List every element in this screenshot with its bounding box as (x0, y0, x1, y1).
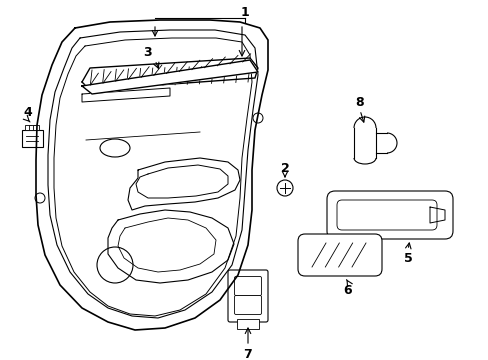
FancyBboxPatch shape (234, 276, 261, 296)
Text: 6: 6 (343, 284, 351, 297)
FancyBboxPatch shape (25, 125, 31, 130)
FancyBboxPatch shape (326, 191, 452, 239)
Text: 5: 5 (403, 252, 411, 265)
Text: 4: 4 (23, 105, 32, 118)
FancyBboxPatch shape (33, 125, 39, 130)
Text: 2: 2 (280, 162, 289, 175)
FancyBboxPatch shape (297, 234, 381, 276)
FancyBboxPatch shape (234, 296, 261, 315)
Text: 8: 8 (355, 95, 364, 108)
FancyBboxPatch shape (29, 125, 35, 130)
FancyBboxPatch shape (227, 270, 267, 322)
Text: 3: 3 (143, 45, 152, 58)
Polygon shape (82, 60, 258, 94)
Text: 7: 7 (243, 347, 252, 360)
FancyBboxPatch shape (237, 319, 259, 329)
Text: 1: 1 (240, 5, 249, 18)
FancyBboxPatch shape (21, 130, 42, 147)
FancyBboxPatch shape (336, 200, 436, 230)
